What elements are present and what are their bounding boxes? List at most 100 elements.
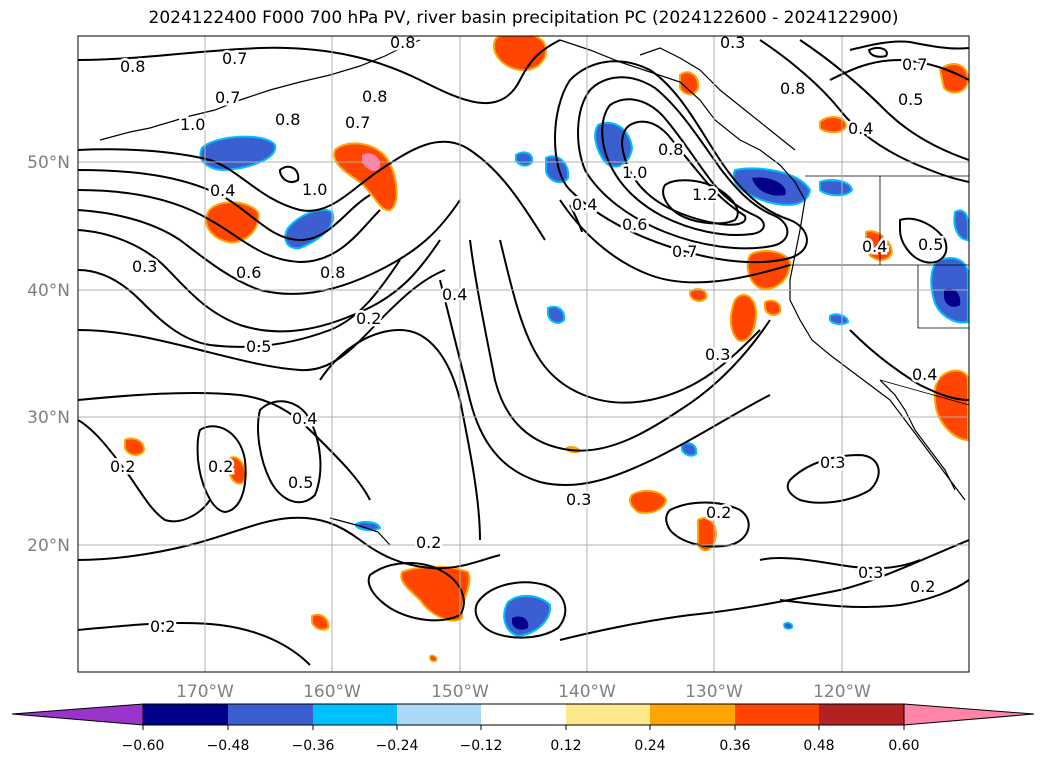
precip-patch [311,613,330,631]
pv-contour [78,169,371,242]
colorbar-segment [228,704,313,725]
colorbar-tick-label: −0.24 [376,738,419,754]
contour-label: 0.2 [110,457,135,476]
contour-label: 0.8 [780,79,805,98]
precip-patch [944,288,961,307]
contour-label: 0.2 [706,503,731,522]
contour-label: 0.8 [658,140,683,159]
contour-label: 0.5 [918,235,943,254]
contour-label: 0.4 [862,237,887,256]
colorbar-segment [481,704,566,725]
lon-label: 170°W [176,682,234,702]
precip-patch [697,517,718,552]
precip-patch [819,179,854,197]
colorbar-segment [313,704,397,725]
pv-contours [78,39,969,666]
contour-label: 0.6 [622,215,647,234]
precip-patch [493,36,547,72]
colorbar-segment [819,704,904,725]
colorbar-tick-label: 0.36 [719,738,750,754]
contour-label: 0.7 [222,49,247,68]
contour-label: 0.8 [390,33,415,52]
colorbar-segment [397,704,481,725]
colorbar-extend-max [903,703,1035,726]
precip-patch [547,305,566,324]
precip-patch [729,293,758,342]
contour-label: 0.4 [912,365,937,384]
lat-label: 20°N [27,536,70,556]
contour-label: 0.2 [208,457,233,476]
pv-contour [78,189,381,264]
contour-label: 0.2 [416,533,441,552]
pv-contour [78,39,561,105]
latitude-labels: 50°N 40°N 30°N 20°N [27,153,70,556]
colorbar-segment [566,704,650,725]
pv-contour [849,329,969,401]
precip-patch [512,616,529,630]
precip-patch [689,288,708,303]
gridlines [78,36,969,672]
precip-patch [355,520,382,532]
colorbar: −0.60 −0.48 −0.36 −0.24 −0.12 0.12 0.24 … [11,703,1035,754]
coastline-hawaii [329,517,391,546]
map-panel: 0.8 0.7 0.7 0.8 0.8 1.0 0.8 0.7 1.0 0.8 … [77,33,970,673]
precip-patch [953,209,969,242]
contour-label: 0.4 [210,181,235,200]
precip-patch [829,313,850,326]
contour-label: 0.4 [848,119,873,138]
precip-patch [124,437,146,456]
lat-label: 40°N [27,281,70,301]
pv-contour [474,581,567,639]
contour-label: 1.0 [622,163,647,182]
contour-label: 0.3 [705,345,730,364]
contour-label: 0.4 [442,285,467,304]
pv-contour [559,199,791,284]
coastline-baja [879,379,956,491]
pv-contour [279,165,300,183]
pv-contour [499,239,761,404]
contour-label: 0.4 [292,409,317,428]
lon-label: 150°W [431,682,489,702]
lon-label: 120°W [813,682,871,702]
precip-patch [679,71,700,96]
pv-contour [899,217,948,264]
colorbar-tick-label: 0.48 [803,738,834,754]
coastline-islands [639,47,796,151]
precip-patch [681,442,698,457]
pv-contour [829,58,969,81]
pv-contour [469,239,771,452]
precip-patch [819,116,848,134]
pv-contour [78,229,441,333]
pv-contour [569,204,583,233]
colorbar-tick-label: 0.12 [550,738,581,754]
lon-label: 140°W [558,682,616,702]
contour-label: 0.3 [720,33,745,52]
pv-contour [849,40,969,51]
pv-contour [78,419,211,523]
contour-label: 0.7 [215,88,240,107]
contour-label: 0.7 [902,55,927,74]
colorbar-tick-label: 0.24 [634,738,665,754]
contour-label: 0.3 [820,453,845,472]
precip-patch [764,299,782,316]
borders [790,175,969,406]
contour-label: 0.2 [150,617,175,636]
lat-label: 30°N [27,408,70,428]
colorbar-segment [650,704,735,725]
pv-contour [786,453,880,504]
pv-contour [867,46,888,58]
contour-label: 1.0 [180,115,205,134]
contour-label: 0.3 [566,490,591,509]
pv-contour [78,269,446,372]
coastline-aleutians [99,39,421,141]
colorbar-tick-label: −0.12 [460,738,503,754]
contour-label: 1.0 [302,180,327,199]
contour-label: 0.3 [132,257,157,276]
contour-label: 0.4 [572,195,597,214]
colorbar-segment [143,704,228,725]
pv-contour [78,621,311,666]
pv-contour [559,539,969,641]
colorbar-segment [735,704,819,725]
colorbar-tick-label: −0.48 [207,738,250,754]
pv-contour [78,516,501,570]
